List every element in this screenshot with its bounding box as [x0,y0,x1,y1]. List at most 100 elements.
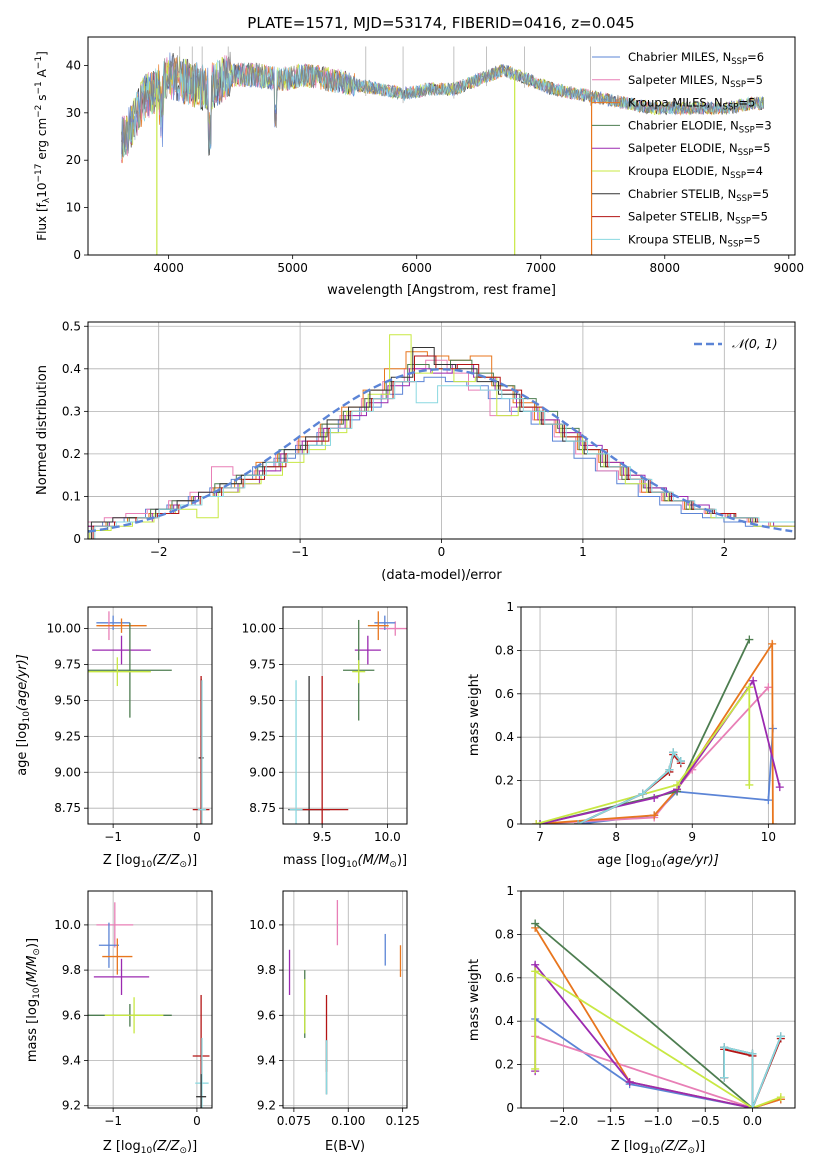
wage-xtick-label-2: 9 [688,830,696,844]
wage-marker-kroupa_stelib [669,748,678,757]
legend-label: Salpeter ELODIE, N [628,141,738,155]
agemass-ytick-label-2: 9.25 [249,729,276,743]
wz-marker-chabrier_elodie [531,919,540,928]
spectrum-ylabel-part: Flux [f [35,202,49,240]
wz-xlabel-part: )] [695,1139,705,1154]
legend-suffix: =3 [755,118,772,132]
normal-legend-label: 𝒩(0, 1) [732,336,778,351]
residual-hist-chabrier_stelib [90,347,795,539]
legend-sub: SSP [728,239,744,249]
spectrum-line-spectrum_gray [121,51,765,157]
massebv-ytick-label-2: 9.6 [257,1008,276,1022]
wage-xtick-label-0: 7 [536,830,544,844]
spectrum-xtick-label-1: 5000 [277,261,308,275]
wage-marker-kroupa_elodie [745,683,754,692]
massz-xtick-label-0: −1 [104,1114,122,1128]
legend-entry-chabrier_miles: Chabrier MILES, NSSP=6 [628,50,764,67]
wage-xlabel-part: (age/yr)] [662,853,719,868]
agez-xlabel-sub: ⊙ [179,860,187,870]
agemass-frame [282,606,408,825]
spectrum-xtick-label-2: 6000 [401,261,432,275]
legend-suffix: =4 [746,164,763,178]
residuals-xtick-label-1: −1 [291,545,309,559]
legend-suffix: =6 [747,50,764,64]
spectrum-ylabel-exp: −2 [34,105,44,118]
massz-xlabel-sub: ⊙ [179,1146,187,1156]
spectrum-xtick-label-4: 8000 [649,261,680,275]
wz-xtick-label-3: −0.5 [691,1114,720,1128]
spectrum-ytick-label-4: 40 [66,58,81,72]
spectrum-ylabel-exp: −1 [34,56,44,69]
massebv-xlabel: E(B-V) [325,1139,365,1154]
agemass-ytick-label-3: 9.50 [249,693,276,707]
legend-label: Kroupa ELODIE, N [628,164,730,178]
spectrum-xtick-label-0: 4000 [153,261,184,275]
legend-entry-salpeter_miles: Salpeter MILES, NSSP=5 [628,73,763,90]
residuals-ytick-label-2: 0.2 [62,447,81,461]
spectrum-xtick-label-3: 7000 [525,261,556,275]
agez-xlabel-part: Z [log [103,853,141,868]
legend-label: Kroupa STELIB, N [628,232,728,246]
weight-vs-metallicity-panel: −2.0 −1.5 −1.0 −0.5 0.0 0 0.2 0.4 0.6 0.8 1 Z [log1… [467,884,796,1156]
wz-xlabel-sub: ⊙ [687,1146,695,1156]
wz-line-chabrier_elodie [534,922,754,1108]
agez-xlabel-sub: 10 [141,860,153,870]
wage-marker-kroupa_miles [768,820,777,824]
legend-suffix: =5 [754,141,771,155]
legend-sub: SSP [736,194,752,204]
agez-ytick-label-1: 9.00 [54,765,81,779]
age-vs-mass-panel: 9.5 10.0 8.75 9.00 9.25 9.50 9.75 10.00 mass [lo… [242,606,408,870]
agez-xtick-label-0: −1 [104,830,122,844]
residuals-frame [87,321,796,540]
wage-marker-kroupa_miles [768,639,777,648]
wage-line-salpeter_stelib [577,752,682,824]
spectrum-ytick-label-3: 30 [66,106,81,120]
wage-ytick-label-2: 0.4 [495,730,514,744]
agemass-ytick-label-4: 9.75 [249,657,276,671]
wz-ytick-label-2: 0.4 [495,1014,514,1028]
wage-marker-kroupa_stelib [676,757,685,766]
mass-vs-ebv-panel: 0.075 0.100 0.125 9.2 9.4 9.6 9.8 10.0 E(B-V) [249,890,420,1154]
legend-sub: SSP [739,125,755,135]
legend-sub: SSP [723,103,739,113]
wage-ytick-label-0: 0 [506,817,514,831]
massebv-ytick-label-4: 10.0 [249,918,276,932]
wz-ytick-label-3: 0.6 [495,971,514,985]
wage-ylabel: mass weight [467,674,482,756]
spectrum-xtick-label-5: 9000 [774,261,805,275]
legend-entry-salpeter_stelib: Salpeter STELIB, NSSP=5 [628,210,768,227]
wz-marker-salpeter_elodie [625,1077,634,1086]
mass-vs-metallicity-panel: −1 09.29.49.69.810.0Z [log10(Z/Z⊙)]mass [… [25,890,213,1156]
massz-xlabel-part: (Z/Z [152,1139,180,1154]
wz-marker-kroupa_stelib [748,1049,757,1058]
agemass-plot-area [288,611,407,824]
wz-xlabel-sub: 10 [649,1146,661,1156]
spectrum-ytick-label-0: 0 [73,248,81,262]
spectrum-panel: 4000 5000 6000 7000 8000 9000 0 10 20 30 40 wavelen… [34,36,805,298]
agez-xlabel-part: )] [187,853,197,868]
wage-marker-kroupa_elodie [673,780,682,789]
wage-frame [520,606,796,825]
wage-ytick-label-5: 1 [506,600,514,614]
wage-xlabel: age [log10(age/yr)] [597,853,719,870]
wz-xlabel: Z [log10(Z/Z⊙)] [611,1139,705,1156]
massz-ytick-label-0: 9.2 [62,1099,81,1113]
spectrum-title: PLATE=1571, MJD=53174, FIBERID=0416, z=0… [247,14,634,32]
wage-xlabel-sub: 10 [650,860,662,870]
wz-marker-kroupa_stelib [748,1104,757,1108]
massz-ytick-label-2: 9.6 [62,1008,81,1022]
wz-marker-kroupa_stelib [720,1073,729,1082]
massz-ylabel-part: mass [log [25,999,40,1062]
residual-hist-chabrier_elodie [88,359,794,531]
legend-sub: SSP [738,148,754,158]
wz-plot-area [531,919,785,1108]
residuals-xtick-label-3: 1 [579,545,587,559]
wage-marker-chabrier_miles [764,796,773,805]
agemass-xtick-label-0: 9.5 [313,830,332,844]
agez-xlabel-part: (Z/Z [152,853,180,868]
normal-curve [88,368,793,533]
agemass-xlabel-part: )] [397,853,407,868]
spectrum-ylabel-part: s [35,95,49,105]
